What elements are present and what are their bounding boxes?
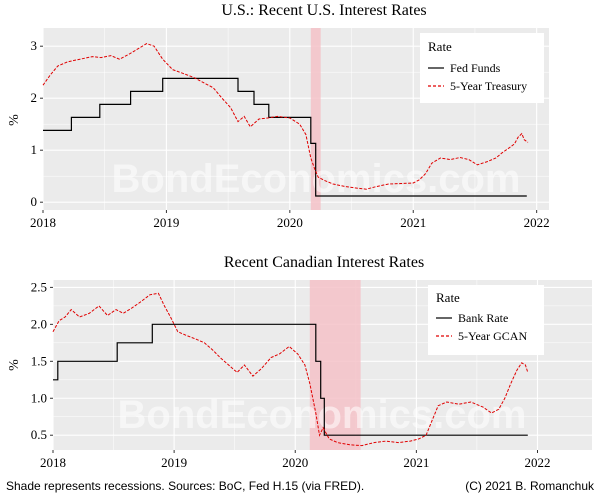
us-x-tick-label: 2022 bbox=[524, 215, 550, 230]
canada-y-tick-label: 1.0 bbox=[31, 390, 47, 405]
canada-chart-title: Recent Canadian Interest Rates bbox=[224, 254, 424, 271]
canada-y-tick-label: 0.5 bbox=[31, 427, 47, 442]
canada-y-tick-label: 2.0 bbox=[31, 316, 47, 331]
us-chart-title: U.S.: Recent U.S. Interest Rates bbox=[221, 2, 426, 19]
footer-copyright: (C) 2021 B. Romanchuk bbox=[465, 479, 595, 493]
canada-x-tick-labels: 2018 2019 2020 2021 2022 bbox=[40, 450, 550, 470]
us-series-fed-funds bbox=[43, 77, 527, 197]
canada-rates-chart: Recent Canadian Interest Rates BondEcono… bbox=[7, 254, 592, 470]
canada-x-tick-label: 2021 bbox=[403, 455, 429, 470]
canada-y-tick-label: 2.5 bbox=[31, 279, 47, 294]
canada-series-lines bbox=[52, 292, 529, 447]
us-y-tick-label: 3 bbox=[31, 38, 38, 53]
canada-legend-label-bank-rate: Bank Rate bbox=[458, 311, 508, 325]
canada-y-tick-label: 1.5 bbox=[31, 353, 47, 368]
footer-sources-note: Shade represents recessions. Sources: Bo… bbox=[6, 479, 364, 493]
us-legend-title: Rate bbox=[428, 39, 452, 54]
canada-series-5-year-gcan bbox=[52, 292, 529, 447]
us-legend: Rate Fed Funds 5-Year Treasury bbox=[420, 33, 544, 103]
canada-legend-label-5yr-gcan: 5-Year GCAN bbox=[458, 329, 527, 343]
us-y-tick-label: 0 bbox=[31, 194, 38, 209]
us-recession-shading bbox=[310, 28, 321, 210]
us-gridlines bbox=[42, 28, 549, 210]
us-x-tick-label: 2018 bbox=[30, 215, 56, 230]
us-legend-label-fed-funds: Fed Funds bbox=[450, 61, 501, 75]
us-series-5-year-treasury bbox=[42, 43, 529, 190]
canada-x-tick-label: 2018 bbox=[40, 455, 66, 470]
us-x-tick-label: 2021 bbox=[400, 215, 426, 230]
us-series-lines bbox=[42, 43, 529, 197]
canada-recession-band bbox=[309, 280, 361, 450]
us-y-axis-label: % bbox=[7, 114, 22, 126]
us-legend-label-5yr-treasury: 5-Year Treasury bbox=[450, 79, 527, 93]
canada-series-bank-rate bbox=[53, 323, 528, 436]
canada-legend-box bbox=[428, 285, 544, 355]
canada-legend: Rate Bank Rate 5-Year GCAN bbox=[428, 285, 544, 355]
us-x-tick-label: 2019 bbox=[153, 215, 179, 230]
canada-legend-title: Rate bbox=[436, 290, 460, 305]
canada-y-axis-label: % bbox=[7, 359, 22, 371]
canada-x-tick-label: 2019 bbox=[161, 455, 187, 470]
canada-recession-shading bbox=[309, 280, 361, 450]
us-y-tick-labels: 0 1 2 3 bbox=[31, 38, 43, 209]
us-x-tick-label: 2020 bbox=[277, 215, 303, 230]
canada-x-tick-label: 2020 bbox=[282, 455, 308, 470]
us-rates-chart: U.S.: Recent U.S. Interest Rates BondEco… bbox=[7, 2, 550, 230]
us-x-tick-labels: 2018 2019 2020 2021 2022 bbox=[30, 210, 550, 230]
canada-y-tick-labels: 0.5 1.0 1.5 2.0 2.5 bbox=[31, 279, 53, 442]
canada-x-tick-label: 2022 bbox=[524, 455, 550, 470]
us-y-tick-label: 1 bbox=[31, 142, 38, 157]
us-y-tick-label: 2 bbox=[31, 90, 38, 105]
us-recession-band bbox=[310, 28, 321, 210]
